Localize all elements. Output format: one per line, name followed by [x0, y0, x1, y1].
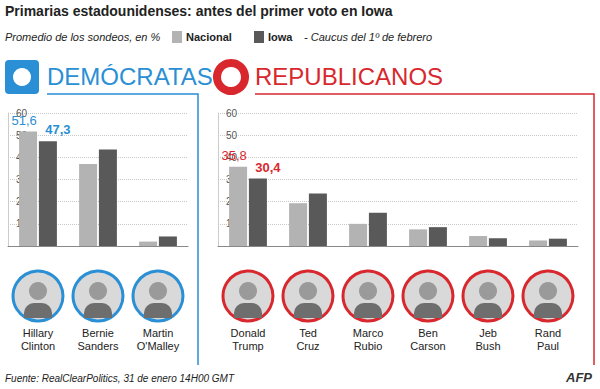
- svg-text:- Caucus del 1º de febrero: - Caucus del 1º de febrero: [304, 31, 432, 43]
- svg-text:Cruz: Cruz: [296, 340, 319, 352]
- svg-text:Martin: Martin: [143, 327, 174, 339]
- svg-text:Carson: Carson: [410, 340, 445, 352]
- svg-text:47,3: 47,3: [45, 122, 70, 137]
- svg-text:Iowa: Iowa: [268, 31, 293, 43]
- svg-text:60: 60: [226, 108, 238, 119]
- svg-text:O'Malley: O'Malley: [137, 340, 180, 352]
- svg-text:Bernie: Bernie: [82, 327, 114, 339]
- svg-text:Marco: Marco: [353, 327, 384, 339]
- svg-text:Clinton: Clinton: [21, 340, 55, 352]
- svg-text:Trump: Trump: [232, 340, 263, 352]
- svg-text:35,8: 35,8: [221, 148, 246, 163]
- svg-text:Rubio: Rubio: [354, 340, 383, 352]
- svg-text:AFP: AFP: [565, 370, 592, 385]
- svg-text:Paul: Paul: [537, 340, 559, 352]
- svg-text:Ben: Ben: [418, 327, 438, 339]
- svg-text:Bush: Bush: [475, 340, 500, 352]
- svg-text:REPUBLICANOS: REPUBLICANOS: [255, 63, 443, 90]
- svg-text:Sanders: Sanders: [78, 340, 119, 352]
- svg-text:Fuente: RealClearPolitics, 31: Fuente: RealClearPolitics, 31 de enero 1…: [5, 373, 235, 384]
- svg-text:Rand: Rand: [535, 327, 561, 339]
- svg-text:51,6: 51,6: [11, 113, 36, 128]
- svg-text:30,4: 30,4: [255, 160, 281, 175]
- svg-text:Primarias estadounidenses: ant: Primarias estadounidenses: antes del pri…: [5, 3, 393, 19]
- svg-text:Donald: Donald: [231, 327, 266, 339]
- svg-text:50: 50: [226, 130, 238, 141]
- svg-text:Promedio de los sondeos, en %: Promedio de los sondeos, en %: [5, 31, 161, 43]
- svg-text:DEMÓCRATAS: DEMÓCRATAS: [47, 63, 213, 90]
- svg-text:Ted: Ted: [299, 327, 317, 339]
- svg-text:Jeb: Jeb: [479, 327, 497, 339]
- svg-text:Hillary: Hillary: [23, 327, 54, 339]
- svg-text:Nacional: Nacional: [186, 31, 232, 43]
